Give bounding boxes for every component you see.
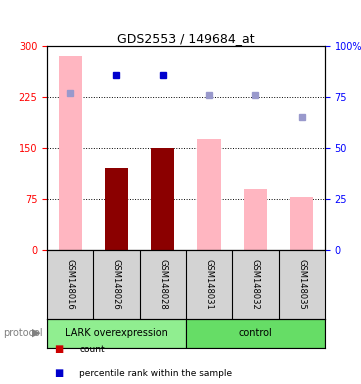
Bar xyxy=(186,319,325,348)
Text: GSM148032: GSM148032 xyxy=(251,259,260,310)
Text: control: control xyxy=(239,328,272,338)
Text: ■: ■ xyxy=(54,344,64,354)
Text: percentile rank within the sample: percentile rank within the sample xyxy=(79,369,232,378)
Text: count: count xyxy=(79,345,105,354)
Bar xyxy=(197,139,221,250)
Title: GDS2553 / 149684_at: GDS2553 / 149684_at xyxy=(117,32,255,45)
Text: GSM148031: GSM148031 xyxy=(205,259,214,310)
Bar xyxy=(290,197,313,250)
Bar xyxy=(244,189,267,250)
Text: protocol: protocol xyxy=(4,328,43,338)
Text: ■: ■ xyxy=(54,368,64,378)
Text: ▶: ▶ xyxy=(32,328,40,338)
Bar xyxy=(151,148,174,250)
Text: GSM148016: GSM148016 xyxy=(66,259,75,310)
Text: GSM148026: GSM148026 xyxy=(112,259,121,310)
Text: GSM148035: GSM148035 xyxy=(297,259,306,310)
Bar xyxy=(58,56,82,250)
Bar xyxy=(105,168,128,250)
Bar xyxy=(47,319,186,348)
Text: LARK overexpression: LARK overexpression xyxy=(65,328,168,338)
Text: GSM148028: GSM148028 xyxy=(158,259,167,310)
